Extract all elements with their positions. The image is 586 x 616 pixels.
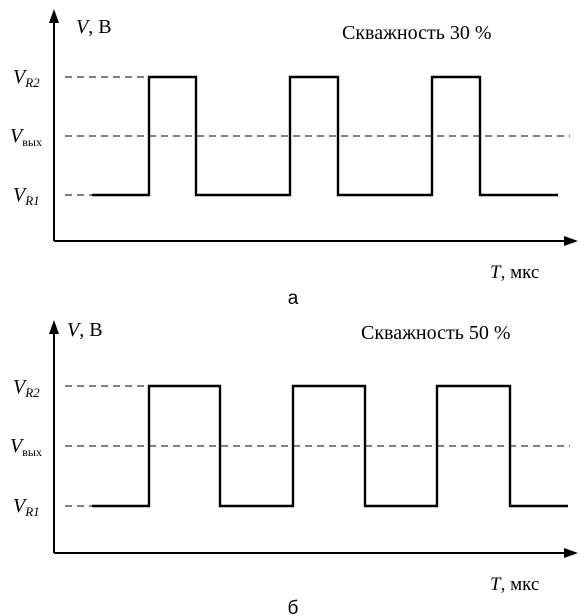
diagram-a: V, В T, мкс Скважность 30 % VR2 Vвых VR1… — [10, 9, 578, 309]
x-axis-arrow-b — [564, 548, 578, 558]
pwm-waveform-a — [92, 75, 558, 197]
y-axis-arrow-a — [49, 9, 59, 23]
caption-a: а — [288, 288, 299, 309]
x-axis-label-b: T, мкс — [490, 574, 539, 595]
diagram-b: V, В T, мкс Скважность 50 % VR2 Vвых VR1… — [10, 319, 578, 616]
level-out-label-b: Vвых — [10, 435, 42, 459]
level-high-label-b: VR2 — [13, 376, 40, 400]
level-out-label-a: Vвых — [10, 125, 42, 149]
x-axis-label-a: T, мкс — [490, 262, 539, 283]
pwm-waveform-b — [92, 384, 568, 508]
y-axis-arrow-b — [49, 320, 59, 334]
duty-cycle-title-a: Скважность 30 % — [342, 22, 492, 44]
level-high-label-a: VR2 — [13, 66, 40, 90]
y-axis-label-b: V, В — [67, 319, 103, 341]
x-axis-arrow-a — [564, 236, 578, 246]
level-low-label-a: VR1 — [13, 184, 40, 208]
duty-cycle-title-b: Скважность 50 % — [361, 322, 511, 344]
level-low-label-b: VR1 — [13, 495, 40, 519]
caption-b: б — [288, 598, 299, 616]
y-axis-label-a: V, В — [76, 16, 112, 38]
